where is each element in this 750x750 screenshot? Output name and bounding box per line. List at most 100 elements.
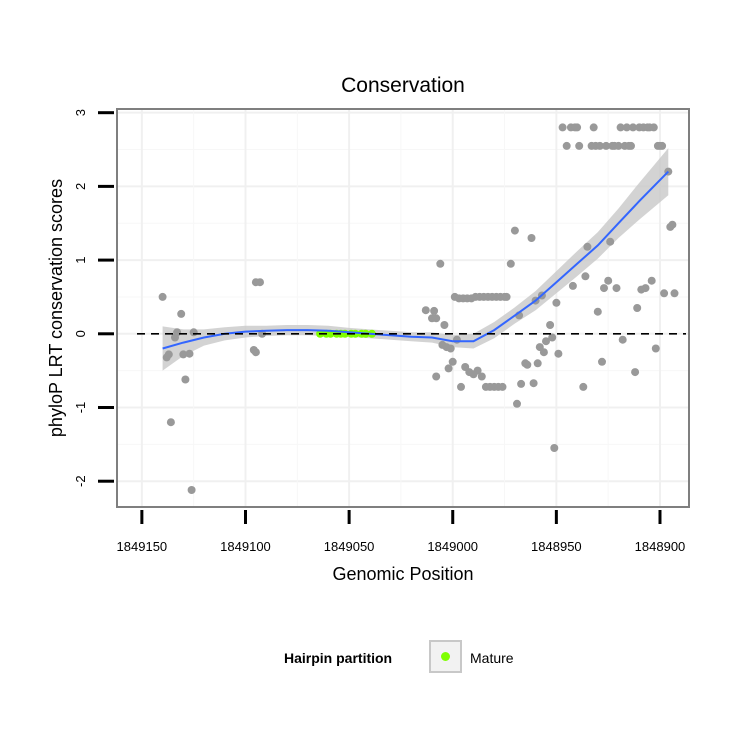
x-tick-label: 1849150 bbox=[117, 539, 168, 554]
data-point bbox=[627, 141, 635, 150]
data-point bbox=[251, 348, 260, 357]
data-point bbox=[649, 123, 658, 132]
data-point bbox=[432, 372, 441, 381]
data-point bbox=[457, 382, 465, 391]
data-point bbox=[614, 141, 623, 150]
data-point bbox=[600, 284, 608, 293]
data-point bbox=[256, 278, 264, 287]
data-point bbox=[436, 259, 445, 268]
y-tick-label: 2 bbox=[73, 183, 88, 190]
data-point bbox=[506, 259, 515, 268]
data-point bbox=[517, 379, 526, 388]
data-point bbox=[421, 306, 430, 315]
smooth-trend-line bbox=[162, 170, 670, 350]
data-point bbox=[510, 226, 519, 235]
data-point bbox=[477, 372, 486, 381]
x-tick-label: 1849100 bbox=[220, 539, 271, 554]
legend: Hairpin partition Mature bbox=[284, 640, 514, 673]
data-point bbox=[629, 123, 637, 132]
data-point bbox=[158, 292, 167, 301]
data-point bbox=[575, 141, 584, 150]
smooth-line-group bbox=[162, 170, 670, 350]
data-point bbox=[187, 486, 196, 494]
data-point bbox=[562, 141, 571, 150]
data-point bbox=[660, 289, 669, 298]
data-point bbox=[595, 141, 604, 150]
y-tick-label: -1 bbox=[73, 402, 88, 414]
data-point bbox=[452, 335, 461, 344]
data-point bbox=[548, 333, 557, 342]
data-point bbox=[164, 350, 173, 359]
data-point bbox=[185, 349, 194, 358]
data-point bbox=[658, 141, 667, 150]
plot-background bbox=[117, 109, 689, 507]
legend-key-mature-point bbox=[441, 652, 450, 661]
data-point bbox=[546, 321, 555, 329]
x-tick-label: 1849000 bbox=[427, 539, 478, 554]
y-tick-label: 0 bbox=[73, 330, 88, 337]
data-point bbox=[598, 357, 606, 366]
data-point bbox=[440, 321, 449, 329]
data-point bbox=[573, 123, 582, 132]
data-point bbox=[612, 284, 621, 293]
data-point bbox=[542, 337, 550, 346]
data-point bbox=[558, 123, 567, 132]
data-point bbox=[647, 276, 656, 285]
data-point bbox=[633, 304, 642, 312]
plot-panel bbox=[116, 108, 690, 508]
y-tick-label: -2 bbox=[73, 475, 88, 487]
data-point bbox=[581, 272, 590, 281]
data-point bbox=[602, 141, 611, 150]
data-point bbox=[189, 328, 198, 337]
data-point bbox=[446, 344, 455, 353]
y-axis: -2 -1 0 1 2 3 bbox=[73, 109, 114, 487]
data-point bbox=[177, 309, 186, 318]
data-point bbox=[181, 375, 190, 384]
data-point bbox=[513, 399, 521, 408]
data-point bbox=[631, 368, 640, 377]
data-point bbox=[579, 382, 588, 391]
data-point bbox=[552, 298, 561, 307]
data-point bbox=[593, 307, 602, 316]
data-point bbox=[430, 306, 439, 315]
data-point bbox=[502, 292, 511, 301]
data-point bbox=[668, 220, 677, 229]
data-point bbox=[529, 379, 538, 388]
data-point bbox=[583, 242, 592, 251]
x-tick-label: 1849050 bbox=[324, 539, 375, 554]
data-point bbox=[589, 123, 598, 132]
data-point bbox=[527, 234, 536, 242]
data-point bbox=[670, 289, 679, 298]
data-point bbox=[616, 123, 625, 132]
data-point bbox=[533, 359, 542, 368]
y-tick-label: 1 bbox=[73, 256, 88, 263]
data-point bbox=[444, 364, 453, 373]
plot-border bbox=[116, 108, 690, 508]
data-point bbox=[651, 344, 660, 353]
data-point bbox=[618, 335, 627, 344]
y-axis-title: phyloP LRT conservation scores bbox=[46, 179, 66, 437]
data-point bbox=[641, 284, 650, 293]
x-axis: 1849150 1849100 1849050 1849000 1848950 18489… bbox=[117, 510, 686, 554]
data-point bbox=[568, 281, 577, 290]
data-point bbox=[523, 360, 532, 369]
data-point bbox=[606, 237, 615, 246]
data-point bbox=[432, 314, 441, 323]
data-point bbox=[448, 357, 457, 366]
chart-title: Conservation bbox=[341, 74, 465, 97]
legend-label-mature: Mature bbox=[470, 650, 514, 666]
data-point bbox=[179, 350, 188, 359]
y-tick-label: 3 bbox=[73, 109, 88, 116]
data-point bbox=[539, 348, 548, 357]
data-point bbox=[604, 276, 613, 285]
data-point bbox=[554, 349, 563, 358]
x-tick-label: 1848950 bbox=[531, 539, 582, 554]
x-tick-label: 1848900 bbox=[635, 539, 686, 554]
x-axis-title: Genomic Position bbox=[332, 564, 473, 584]
legend-title: Hairpin partition bbox=[284, 650, 392, 666]
data-point bbox=[550, 444, 559, 452]
data-point bbox=[166, 418, 175, 427]
data-point bbox=[622, 123, 631, 132]
data-point bbox=[473, 366, 482, 375]
